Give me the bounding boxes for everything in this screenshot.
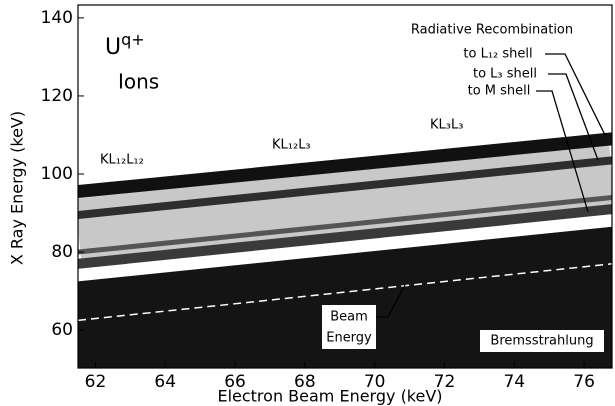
kl3l3-label: KL₃L₃ (430, 118, 463, 133)
y-tick-label: 80 (51, 242, 73, 262)
ion-base: U (105, 35, 121, 60)
x-tick-label: 64 (154, 372, 176, 392)
x-tick-label: 72 (434, 372, 456, 392)
x-tick-label: 66 (224, 372, 246, 392)
y-tick-label: 140 (41, 8, 73, 28)
x-tick-label: 76 (573, 372, 595, 392)
energy-label: Energy (326, 331, 372, 346)
rr-m-label: to M shell (468, 84, 531, 99)
x-tick-label: 74 (503, 372, 525, 392)
kl12l12-label: KL₁₂L₁₂ (100, 153, 144, 168)
y-tick-label: 120 (41, 86, 73, 106)
x-tick-label: 70 (364, 372, 386, 392)
beam-label: Beam (330, 310, 368, 325)
rr-label: Radiative Recombination (411, 23, 573, 38)
y-tick-label: 100 (41, 164, 73, 184)
ions-label: Ions (118, 70, 159, 94)
x-axis-label: Electron Beam Energy (keV) (217, 387, 442, 406)
kl12l3-label: KL₁₂L₃ (272, 138, 311, 153)
rr-l3-label: to L₃ shell (473, 67, 537, 82)
chart: Electron Beam Energy (keV) X Ray Energy … (0, 0, 615, 406)
x-tick-label: 68 (294, 372, 316, 392)
ion-sup: q+ (121, 30, 145, 49)
rr-l12-label: to L₁₂ shell (463, 47, 532, 62)
ion-label: Uq+ (105, 30, 145, 61)
y-axis-label: X Ray Energy (keV) (8, 111, 27, 265)
x-tick-label: 62 (85, 372, 107, 392)
brems-label: Bremsstrahlung (490, 334, 593, 349)
y-tick-label: 60 (51, 320, 73, 340)
